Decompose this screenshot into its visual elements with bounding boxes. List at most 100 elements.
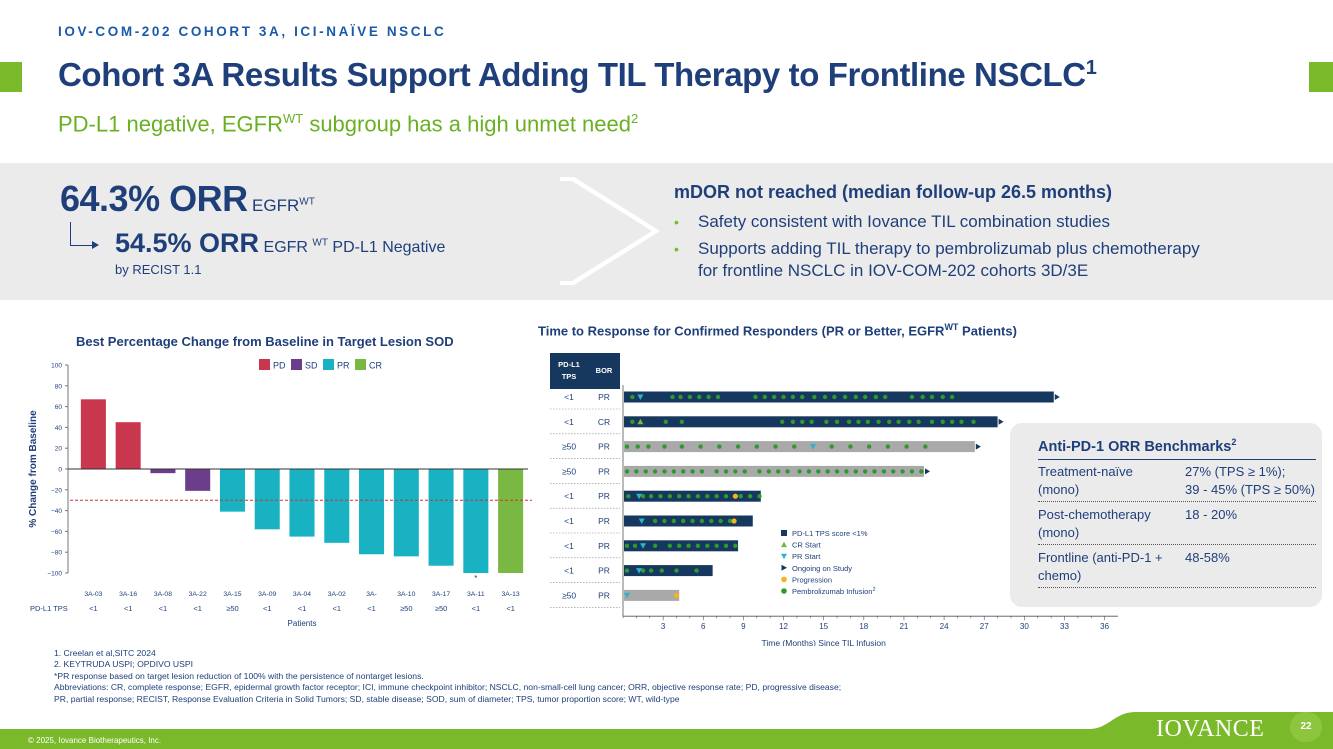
accent-bar-right <box>1309 62 1333 92</box>
infusion-dot <box>714 543 719 548</box>
bullet-supports-line2: for frontline NSCLC in IOV-COM-202 cohor… <box>698 261 1089 280</box>
infusion-dot <box>753 394 758 400</box>
infusion-dot <box>646 444 651 449</box>
infusion-dot <box>634 469 639 474</box>
y-axis-label: % Change from Baseline <box>28 410 39 528</box>
swim-lane-bar <box>624 490 761 502</box>
benchmark-value: 48-58% <box>1185 550 1230 565</box>
infusion-dot <box>624 469 630 474</box>
orr-primary-label-text: EGFR <box>252 196 300 215</box>
row-bor: PR <box>598 516 610 526</box>
infusion-dot <box>842 394 848 400</box>
benchmarks-divider <box>1038 544 1316 545</box>
infusion-dot <box>971 419 976 424</box>
benchmark-value-line2: 39 - 45% (TPS ≥ 50%) <box>1185 482 1315 497</box>
infusion-dot <box>873 394 879 400</box>
infusion-dot <box>771 394 777 400</box>
benchmark-value: 18 - 20% <box>1185 507 1238 522</box>
orr-secondary-post: PD-L1 Negative <box>327 239 446 256</box>
subtitle-post: subgroup has a high unmet need <box>303 111 632 137</box>
infusion-dot <box>862 469 868 474</box>
bullet-safety-text: Safety consistent with Iovance TIL combi… <box>698 212 1111 231</box>
infusion-dot <box>648 494 654 499</box>
benchmarks-title-sup: 2 <box>1231 437 1237 447</box>
row-tps: ≥50 <box>562 590 576 600</box>
x-tick-label: 30 <box>1020 622 1029 631</box>
infusion-dot <box>797 469 802 474</box>
pr-start-icon <box>809 444 816 450</box>
benchmarks-panel: Anti-PD-1 ORR Benchmarks2 Treatment-naïv… <box>1010 423 1322 607</box>
legend-label: PD-L1 TPS score <1% <box>792 529 868 538</box>
infusion-dot <box>775 469 781 474</box>
infusion-dot <box>714 494 719 499</box>
infusion-dot <box>940 419 945 424</box>
swim-lane-bar <box>624 465 925 477</box>
bar-3A-16 <box>115 422 141 469</box>
pdl1-value: ≥50 <box>435 604 447 613</box>
infusion-dot <box>762 394 768 400</box>
row-bor: PR <box>598 392 610 402</box>
y-tick-label: 80 <box>55 383 63 390</box>
infusion-dot <box>705 494 710 499</box>
infusion-dot <box>738 494 743 499</box>
y-tick-label: −100 <box>47 571 62 578</box>
row-bor: PR <box>598 541 610 551</box>
infusion-dot <box>832 394 837 400</box>
infusion-dot <box>949 394 955 400</box>
infusion-dot <box>834 469 840 474</box>
bar-3A-17 <box>428 469 454 566</box>
y-tick-label: 40 <box>55 425 63 432</box>
row-tps: <1 <box>564 417 574 427</box>
infusion-dot <box>663 419 669 424</box>
infusion-dot <box>766 469 772 474</box>
infusion-dot <box>800 394 805 400</box>
orr-primary-label: EGFRWT <box>252 196 315 215</box>
infusion-dot <box>652 543 658 548</box>
row-tps: <1 <box>564 566 574 576</box>
subtitle-sup: WT <box>282 111 304 126</box>
infusion-dot <box>866 444 872 449</box>
subtitle-ref: 2 <box>631 111 639 126</box>
pdl1-value: <1 <box>89 604 98 613</box>
infusion-dot <box>747 494 753 499</box>
infusion-dot <box>806 469 812 474</box>
infusion-dot <box>872 469 877 474</box>
x-tick-label: 3A-11 <box>467 591 485 598</box>
infusion-dot <box>679 419 685 424</box>
infusion-dot <box>679 444 685 449</box>
infusion-dot <box>865 419 871 424</box>
waterfall-chart: 100 80 60 40 20 0 −20 −40 −60 −80 −100 % Change fro… <box>28 359 532 628</box>
title-ref: 1 <box>1085 57 1097 79</box>
orr-primary-sup: WT <box>299 196 315 208</box>
legend-label: CR Start <box>792 541 822 550</box>
y-tick-label: −40 <box>51 508 62 515</box>
infusion-dot <box>681 469 686 474</box>
legend-label-sd: SD <box>305 361 318 371</box>
infusion-dot <box>630 419 635 424</box>
infusion-dot <box>705 543 710 548</box>
infusion-dot <box>694 568 699 573</box>
legend-swatch-cr <box>355 359 366 370</box>
infusion-dot <box>686 494 691 499</box>
bar-3A- <box>359 469 385 555</box>
legend-label: Pembrolizumab Infusion2 <box>792 587 876 596</box>
infusion-dot <box>662 444 667 449</box>
infusion-dot <box>792 444 797 449</box>
legend-ongoing-icon <box>781 564 787 571</box>
benchmark-label-line1: Frontline (anti-PD-1 + <box>1038 550 1163 565</box>
infusion-dot <box>670 394 675 400</box>
waterfall-title: Best Percentage Change from Baseline in … <box>76 334 454 349</box>
copyright: © 2025, Iovance Biotherapeutics, Inc. <box>28 736 162 745</box>
x-tick-label: 3A-17 <box>432 591 450 598</box>
infusion-dot <box>904 444 909 449</box>
x-tick-label: 33 <box>1060 622 1069 631</box>
infusion-dot <box>896 419 901 424</box>
x-tick-label: 3A-16 <box>119 591 137 598</box>
mdor-heading: mDOR not reached (median follow-up 26.5 … <box>674 182 1113 202</box>
row-bor: PR <box>598 566 610 576</box>
infusion-dot <box>853 469 858 474</box>
x-tick-label: 3A-08 <box>154 591 172 598</box>
bar-3A-10 <box>393 469 419 557</box>
infusion-dot <box>717 444 722 449</box>
infusion-dot <box>690 518 695 524</box>
